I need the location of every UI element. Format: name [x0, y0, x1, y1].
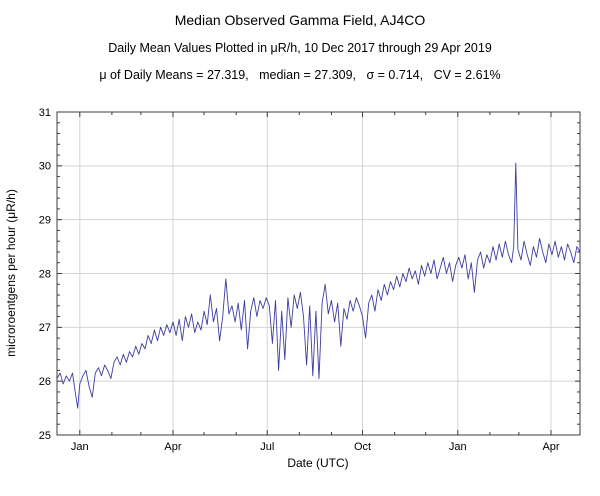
axis-ticks — [57, 111, 580, 436]
axis-tick-labels: Jan Apr Jul Oct Jan Apr 25 26 27 28 29 30 31 — [39, 107, 560, 453]
x-tick-label: Oct — [354, 441, 371, 453]
x-tick-label: Jul — [260, 441, 274, 453]
x-tick-label: Apr — [164, 441, 181, 453]
x-axis-label: Date (UTC) — [287, 456, 348, 470]
y-tick-label: 25 — [39, 430, 51, 442]
x-tick-label: Apr — [542, 441, 559, 453]
y-tick-label: 30 — [39, 161, 51, 173]
chart-stats-line: μ of Daily Means = 27.319, median = 27.3… — [99, 68, 501, 82]
data-series-line — [56, 162, 581, 409]
y-tick-label: 31 — [39, 107, 51, 119]
y-tick-label: 29 — [39, 214, 51, 226]
y-axis-label: microroentgens per hour (μR/h) — [4, 189, 18, 357]
x-tick-label: Jan — [449, 441, 467, 453]
chart-title: Median Observed Gamma Field, AJ4CO — [174, 12, 426, 28]
y-tick-label: 26 — [39, 376, 51, 388]
gamma-time-series-chart: Jan Apr Jul Oct Jan Apr 25 26 27 28 29 30 31 microro… — [4, 107, 581, 470]
y-tick-label: 28 — [39, 268, 51, 280]
y-tick-label: 27 — [39, 322, 51, 334]
chart-subtitle: Daily Mean Values Plotted in μR/h, 10 De… — [108, 41, 492, 55]
x-tick-label: Jan — [71, 441, 89, 453]
gridlines — [57, 111, 580, 436]
